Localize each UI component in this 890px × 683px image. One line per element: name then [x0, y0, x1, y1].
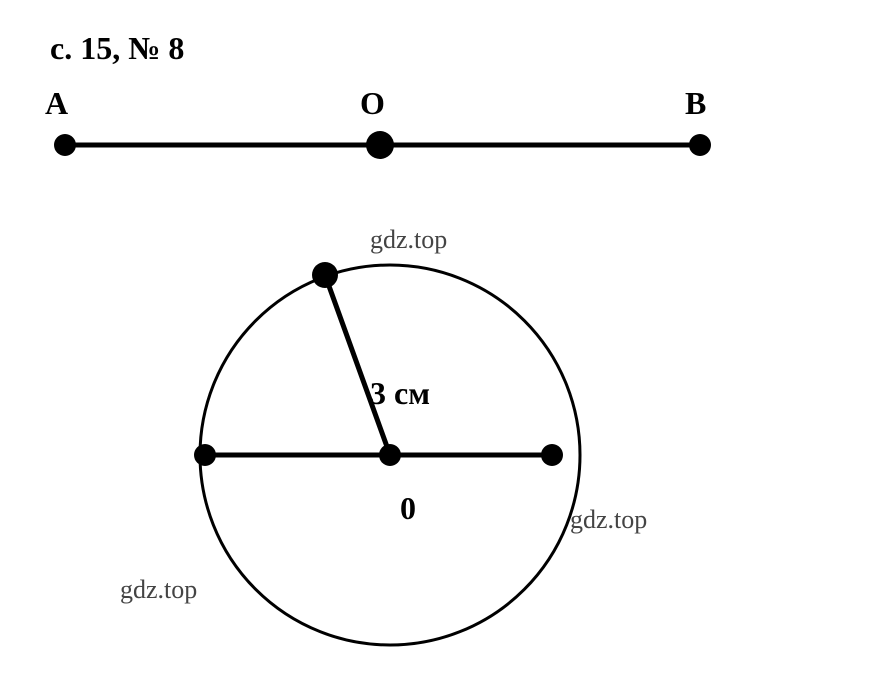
radius-label: 3 см	[370, 375, 430, 412]
diagram-canvas: с. 15, № 8 A О В 3 см 0 gdz.top gdz.top …	[0, 0, 890, 683]
point-label-b: В	[685, 85, 706, 122]
watermark: gdz.top	[570, 505, 647, 535]
point-label-a: A	[45, 85, 68, 122]
page-title: с. 15, № 8	[50, 30, 184, 67]
watermark: gdz.top	[370, 225, 447, 255]
point-label-o: О	[360, 85, 385, 122]
watermark: gdz.top	[120, 575, 197, 605]
center-label: 0	[400, 490, 416, 527]
